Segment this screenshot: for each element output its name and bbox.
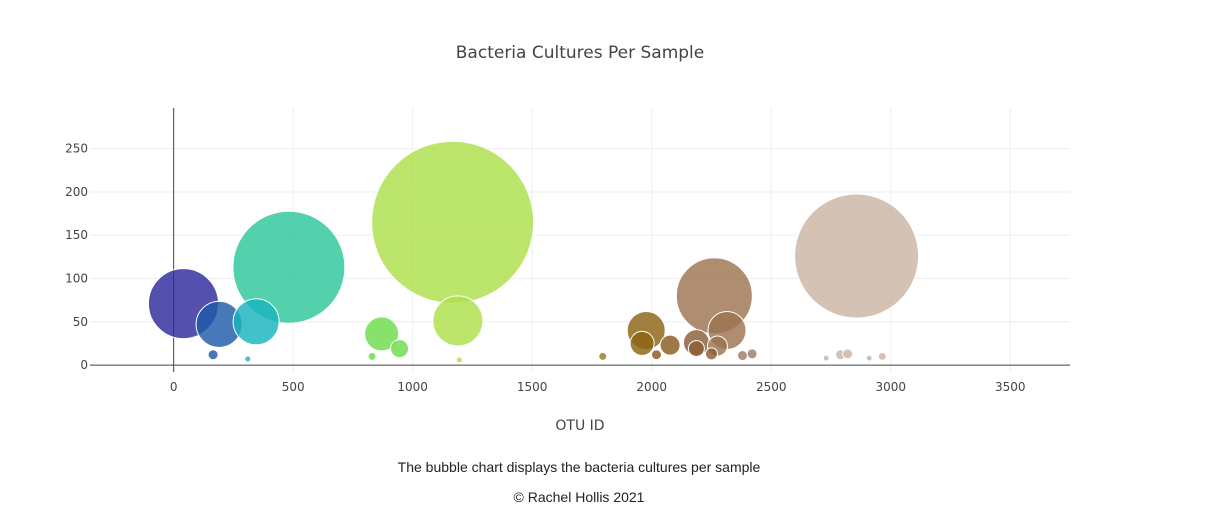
data-bubble[interactable]: [650, 349, 662, 361]
chart-caption: The bubble chart displays the bacteria c…: [397, 459, 761, 475]
x-tick-label: 0: [170, 380, 178, 394]
data-bubble[interactable]: [687, 340, 705, 358]
data-bubble[interactable]: [842, 348, 854, 360]
data-bubble[interactable]: [598, 351, 608, 361]
x-tick-label: 2500: [756, 380, 787, 394]
x-tick-label: 1000: [397, 380, 428, 394]
data-bubble[interactable]: [232, 210, 346, 324]
data-bubble[interactable]: [244, 355, 252, 363]
data-bubble[interactable]: [455, 356, 463, 364]
data-bubble[interactable]: [207, 349, 219, 361]
y-tick-label: 100: [65, 272, 88, 286]
data-bubble[interactable]: [822, 354, 830, 362]
chart-title: Bacteria Cultures Per Sample: [456, 43, 704, 63]
x-tick-label: 3500: [995, 380, 1026, 394]
data-bubble[interactable]: [659, 334, 681, 356]
tick-labels: 0 500 1000 1500 2000 2500 3000 3500 0 50 100 150 200…: [65, 142, 1025, 394]
data-bubble[interactable]: [390, 339, 410, 359]
data-bubble[interactable]: [367, 351, 377, 361]
y-tick-label: 200: [65, 185, 88, 199]
y-tick-label: 150: [65, 228, 88, 242]
copyright-text: © Rachel Hollis 2021: [513, 489, 645, 505]
x-tick-label: 3000: [875, 380, 906, 394]
x-tick-label: 2000: [636, 380, 667, 394]
data-bubble[interactable]: [737, 350, 749, 362]
data-bubble[interactable]: [232, 298, 280, 346]
data-bubble[interactable]: [629, 330, 655, 356]
data-bubble[interactable]: [746, 348, 758, 360]
y-tick-label: 250: [65, 142, 88, 156]
y-tick-label: 0: [80, 358, 88, 372]
data-bubble[interactable]: [877, 351, 887, 361]
data-bubble[interactable]: [794, 193, 920, 319]
x-axis-title: OTU ID: [555, 418, 604, 434]
x-tick-label: 1500: [517, 380, 548, 394]
bubble-layer: [147, 140, 920, 364]
data-bubble[interactable]: [371, 140, 535, 304]
data-bubble[interactable]: [865, 354, 873, 362]
bubble-chart: 0 500 1000 1500 2000 2500 3000 3500 0 50 100 150 200…: [65, 43, 1070, 434]
data-bubble[interactable]: [704, 347, 718, 361]
data-bubble[interactable]: [432, 295, 484, 347]
data-bubble[interactable]: [364, 316, 400, 352]
x-tick-label: 500: [282, 380, 305, 394]
y-tick-label: 50: [73, 315, 88, 329]
